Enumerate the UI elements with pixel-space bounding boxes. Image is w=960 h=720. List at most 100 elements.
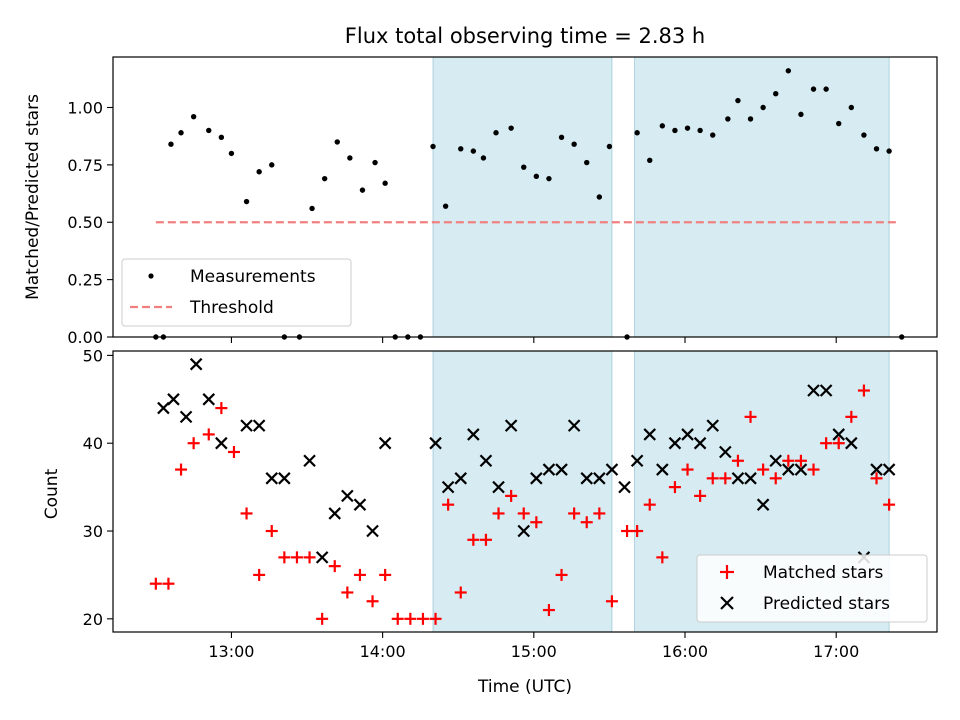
- matched-star-point: [631, 525, 644, 538]
- matched-star-point: [757, 463, 770, 476]
- predicted-star-stroke-b: [429, 436, 442, 450]
- predicted-star-stroke-b: [479, 454, 493, 468]
- matched-star-point: [404, 612, 417, 625]
- matched-star-point: [694, 489, 707, 502]
- matched-star-point: [794, 454, 807, 467]
- predicted-star-point: [189, 357, 203, 371]
- measurement-point: [810, 86, 817, 92]
- predicted-star-stroke-b: [315, 551, 329, 564]
- legend-threshold-label: Threshold: [189, 298, 274, 318]
- predicted-star-stroke-b: [681, 428, 694, 441]
- legend-measurements-marker: [148, 273, 154, 279]
- predicted-star-stroke-b: [341, 489, 354, 503]
- measurement-point: [546, 175, 552, 182]
- predicted-star-point: [731, 472, 745, 485]
- predicted-star-point: [328, 507, 342, 520]
- matched-star-point: [769, 472, 782, 485]
- matched-star-point: [605, 595, 618, 608]
- measurement-point: [886, 148, 892, 154]
- matched-star-point: [568, 507, 581, 520]
- predicted-star-stroke-b: [731, 472, 745, 485]
- top-plot-frame: [112, 56, 938, 338]
- matched-star-point: [379, 568, 392, 581]
- top-y-tick-label: 0.00: [67, 328, 103, 347]
- measurement-point: [584, 159, 590, 166]
- predicted-star-stroke-b: [303, 454, 316, 468]
- measurement-point: [760, 104, 766, 111]
- legend-predicted-marker: [720, 596, 734, 610]
- predicted-star-point: [593, 472, 606, 485]
- predicted-star-point: [668, 436, 682, 450]
- top-y-tick-label: 0.50: [67, 213, 103, 232]
- predicted-star-point: [782, 463, 795, 476]
- predicted-star-stroke-b: [618, 480, 631, 494]
- predicted-star-point: [794, 463, 808, 476]
- predicted-star-point: [215, 436, 228, 450]
- predicted-star-point: [454, 472, 468, 485]
- top-y-tick-label: 0.75: [67, 156, 103, 175]
- x-tick-label: 16:00: [662, 642, 708, 661]
- matched-star-point: [253, 568, 266, 581]
- predicted-star-stroke-b: [278, 472, 291, 485]
- predicted-stars-points: [157, 357, 896, 564]
- shaded-interval-2: [634, 56, 890, 338]
- matched-star-point: [668, 481, 681, 494]
- measurement-point: [659, 123, 666, 129]
- shaded-interval-1: [432, 56, 613, 338]
- predicted-star-point: [517, 524, 531, 538]
- bottom-y-axis: 20 30 40 50: [83, 346, 113, 629]
- matched-star-point: [353, 568, 366, 581]
- predicted-star-point: [179, 410, 193, 424]
- predicted-star-stroke-b: [530, 472, 543, 485]
- predicted-star-point: [157, 401, 170, 415]
- measurement-point: [558, 134, 565, 141]
- measurement-point: [334, 139, 340, 145]
- predicted-star-point: [467, 428, 480, 441]
- predicted-star-stroke-b: [593, 472, 606, 485]
- measurement-point: [321, 175, 328, 182]
- matched-star-point: [593, 507, 606, 520]
- top-x-ticks: [230, 337, 837, 343]
- predicted-star-point: [693, 436, 707, 450]
- matched-star-point: [202, 428, 215, 441]
- predicted-star-stroke-b: [882, 463, 896, 476]
- predicted-star-point: [441, 480, 455, 494]
- predicted-star-point: [504, 419, 518, 432]
- predicted-star-stroke-b: [719, 445, 732, 459]
- measurement-point: [493, 130, 499, 136]
- matched-star-point: [744, 410, 757, 423]
- measurement-point: [735, 97, 741, 104]
- predicted-star-point: [530, 472, 543, 485]
- measurement-point: [442, 203, 449, 209]
- matched-star-point: [820, 437, 833, 450]
- matched-star-point: [479, 533, 492, 546]
- predicted-star-stroke-b: [353, 498, 367, 511]
- matched-star-point: [416, 612, 429, 625]
- matched-star-point: [505, 489, 518, 502]
- predicted-star-point: [845, 436, 858, 450]
- matched-star-point: [215, 402, 228, 415]
- measurement-point: [480, 155, 487, 161]
- predicted-star-point: [378, 436, 392, 450]
- top-y-label: Matched/Predicted stars: [23, 94, 43, 300]
- measurement-point: [571, 141, 577, 147]
- predicted-star-point: [555, 463, 568, 476]
- bottom-y-tick-label: 30: [83, 522, 103, 541]
- bottom-legend: Matched stars Predicted stars: [696, 554, 928, 623]
- predicted-star-point: [353, 498, 367, 511]
- predicted-star-point: [630, 454, 644, 468]
- matched-star-point: [580, 516, 593, 529]
- matched-star-point: [442, 498, 455, 511]
- x-axis-label: Time (UTC): [477, 677, 572, 697]
- matched-star-point: [782, 454, 795, 467]
- matched-star-point: [807, 463, 820, 476]
- predicted-star-stroke-b: [744, 472, 757, 485]
- bottom-x-axis: 13:00 14:00 15:00 16:00 17:00: [208, 632, 859, 661]
- predicted-star-stroke-b: [454, 472, 468, 485]
- measurement-point: [836, 120, 842, 127]
- predicted-star-stroke-b: [328, 507, 342, 520]
- measurement-point: [697, 127, 703, 134]
- matched-star-point: [467, 533, 480, 546]
- matched-star-point: [366, 595, 379, 608]
- predicted-star-point: [807, 384, 820, 397]
